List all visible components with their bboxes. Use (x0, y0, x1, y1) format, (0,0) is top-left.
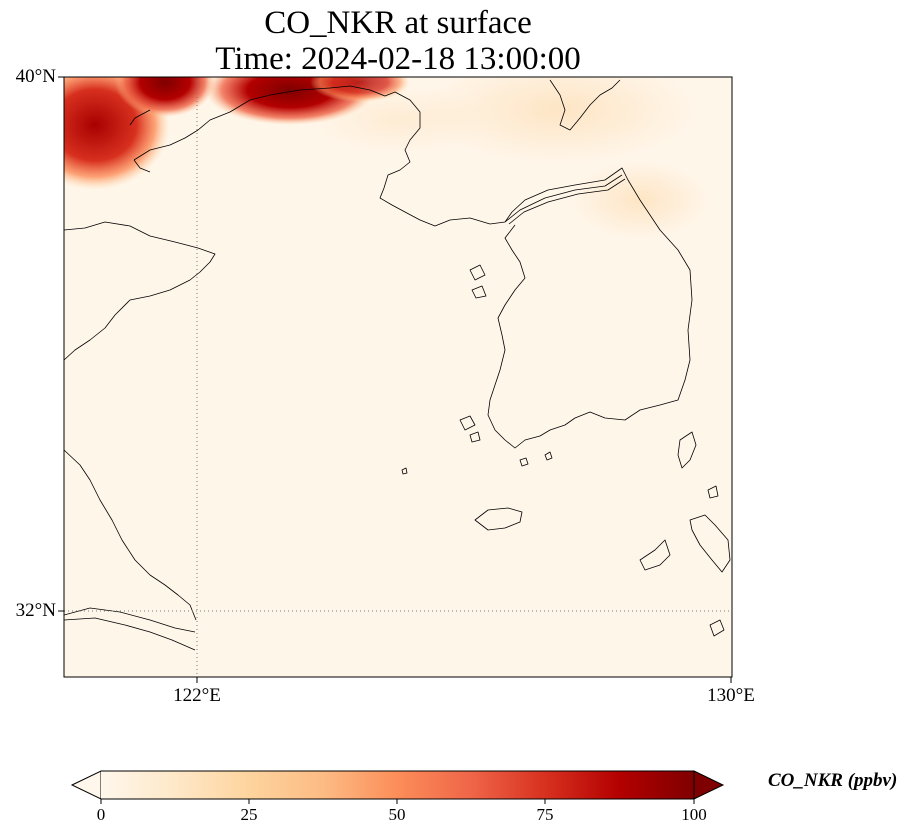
colorbar-extend-min (70, 770, 102, 800)
colorbar-tick-label: 50 (388, 805, 406, 824)
coastlines (64, 79, 731, 651)
colorbar-tick-label: 25 (240, 805, 258, 824)
colorbar-gradient (101, 771, 694, 799)
lon-label-130e: 130°E (707, 685, 755, 706)
colorbar-tick-label: 0 (96, 805, 106, 824)
gridlines (64, 77, 732, 677)
colorbar-extend-max (693, 770, 725, 800)
map-title: CO_NKR at surface (264, 5, 532, 41)
map-plot-area (64, 77, 732, 677)
map-frame (63, 76, 733, 678)
colorbar-ticks (100, 799, 695, 804)
colorbar (70, 770, 725, 804)
co-plume (115, 77, 215, 117)
colorbar-tick-label: 75 (536, 805, 554, 824)
co-plume (310, 77, 410, 102)
colorbar-tick-label: 100 (681, 805, 707, 824)
lat-label-32n: 32°N (15, 600, 56, 621)
lon-label-122e: 122°E (173, 685, 221, 706)
colorbar-label: CO_NKR (ppbv) (768, 770, 898, 791)
map-subtitle: Time: 2024-02-18 13:00:00 (215, 41, 581, 77)
haze-area (420, 77, 700, 165)
lat-label-40n: 40°N (15, 66, 56, 87)
axis-ticks (58, 76, 732, 683)
